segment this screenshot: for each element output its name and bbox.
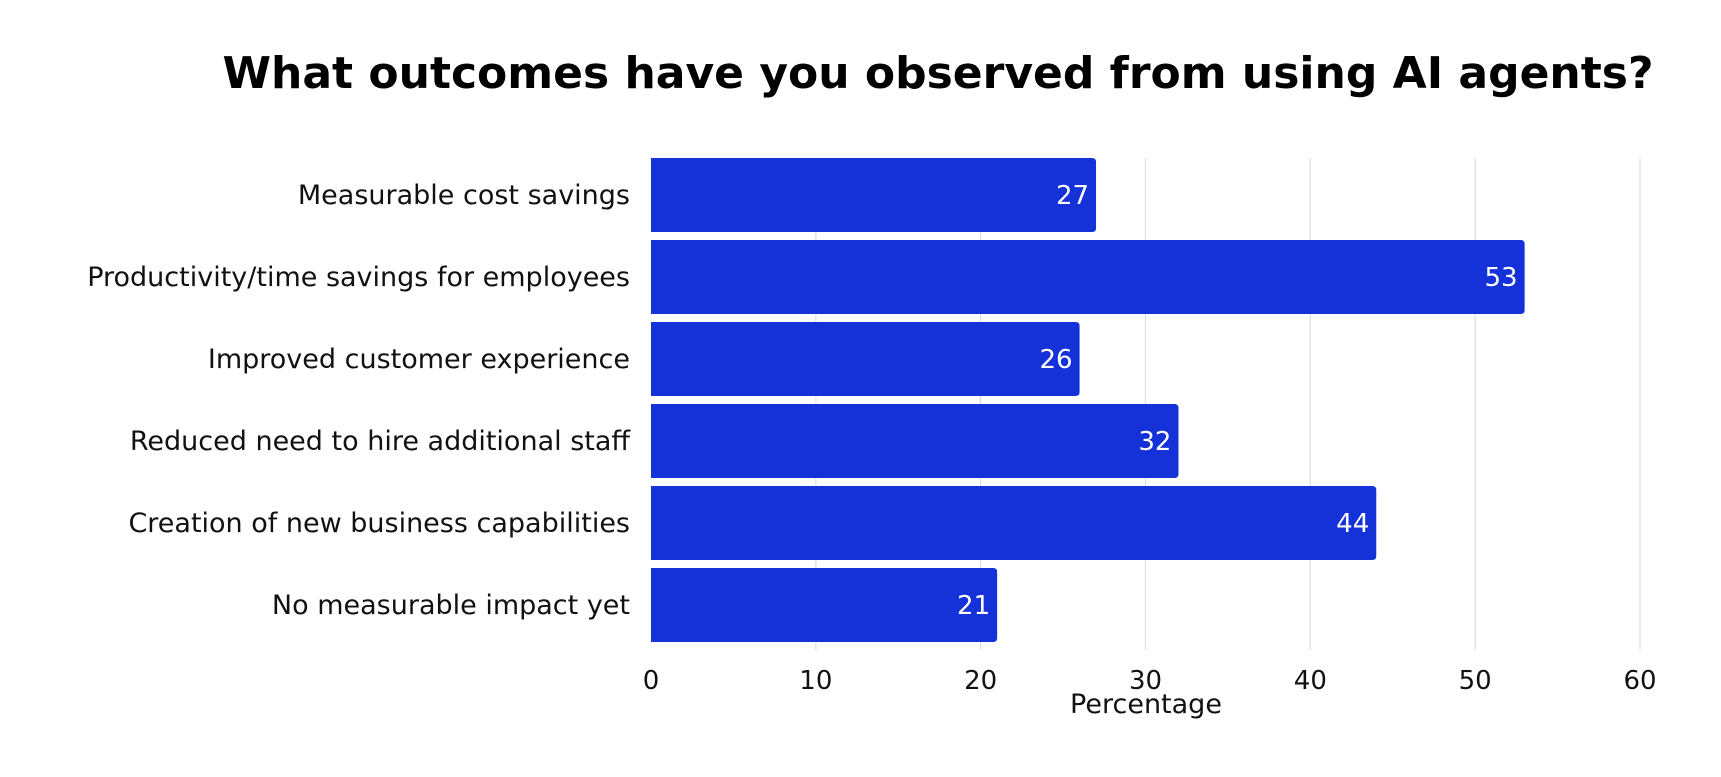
- x-tick-label: 20: [964, 666, 997, 696]
- data-label: 44: [1336, 509, 1369, 539]
- data-label: 26: [1039, 345, 1072, 375]
- x-tick-label: 50: [1459, 666, 1492, 696]
- category-label: Improved customer experience: [208, 344, 630, 375]
- bar: [651, 404, 1179, 478]
- x-tick-labels: 0 10 20 30 40 50 60: [643, 666, 1657, 696]
- category-label: Measurable cost savings: [298, 180, 630, 211]
- data-label: 27: [1056, 181, 1089, 211]
- x-tick-label: 40: [1294, 666, 1327, 696]
- x-tick-label: 60: [1623, 666, 1656, 696]
- x-tick-label: 0: [643, 666, 660, 696]
- chart-title: What outcomes have you observed from usi…: [222, 48, 1653, 99]
- category-label: Productivity/time savings for employees: [87, 262, 630, 293]
- data-label: 21: [957, 591, 990, 621]
- x-axis-title: Percentage: [1070, 689, 1222, 720]
- data-label: 32: [1138, 427, 1171, 457]
- bar: [651, 322, 1080, 396]
- bar: [651, 486, 1377, 560]
- category-label: No measurable impact yet: [272, 590, 630, 621]
- category-label: Reduced need to hire additional staff: [130, 426, 632, 457]
- category-labels: Measurable cost savings Productivity/time…: [87, 180, 631, 621]
- bars: 27 53 26 32 44 21: [651, 158, 1525, 642]
- bar: [651, 568, 998, 642]
- bar: [651, 240, 1525, 314]
- x-tick-label: 10: [799, 666, 832, 696]
- bar: [651, 158, 1097, 232]
- category-label: Creation of new business capabilities: [128, 508, 630, 539]
- x-tick-label: 30: [1129, 666, 1162, 696]
- data-label: 53: [1485, 263, 1518, 293]
